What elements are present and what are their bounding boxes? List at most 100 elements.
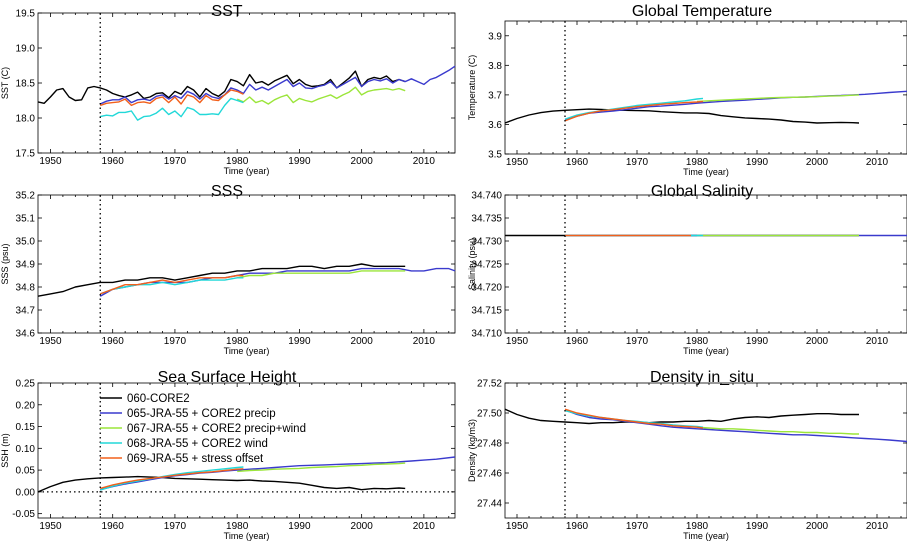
- series-line: [99, 277, 244, 295]
- y-tick-label: 34.7: [16, 306, 36, 317]
- chart-panel: Sea Surface Height -0.05 0.00 0.05 0.10 0.15 0…: [0, 369, 456, 541]
- chart-title: Global Salinity: [651, 183, 753, 200]
- x-tick-label: 1950: [506, 336, 529, 347]
- x-tick-label: 1950: [39, 156, 62, 167]
- x-tick-label: 1980: [686, 521, 709, 532]
- chart-panel: Global Temperature 3.5 3.6 3.7 3.8 3.9 1950 196…: [467, 3, 907, 177]
- x-tick-label: 1960: [566, 336, 589, 347]
- chart-panel: SST 17.5 18.0 18.5 19.0 19.5 1950 1960 1970 1980 1…: [0, 3, 456, 176]
- y-axis-label: Temperature (C): [467, 55, 477, 121]
- y-tick-label: 34.710: [471, 329, 502, 340]
- series-line: [100, 97, 244, 121]
- chart-title: Sea Surface Height: [158, 369, 297, 386]
- y-tick-label: 19.5: [16, 9, 36, 20]
- series-line: [504, 408, 859, 425]
- chart-title: SST: [211, 3, 242, 20]
- y-tick-label: 34.740: [471, 191, 502, 202]
- y-axis-label: SSH (m): [0, 433, 10, 468]
- chart-title: Density in_situ: [650, 369, 754, 386]
- x-tick-label: 1960: [102, 521, 125, 532]
- y-tick-label: 18.0: [16, 114, 36, 125]
- y-tick-label: 34.715: [471, 306, 502, 317]
- y-tick-label: 27.46: [477, 469, 502, 480]
- y-tick-label: 18.5: [16, 79, 36, 90]
- x-tick-label: 1990: [746, 157, 769, 168]
- chart-title: Global Temperature: [632, 3, 772, 20]
- x-axis-label: Time (year): [683, 346, 729, 356]
- x-tick-label: 1980: [226, 521, 249, 532]
- x-tick-label: 1960: [102, 336, 125, 347]
- x-axis-label: Time (year): [683, 531, 729, 541]
- series-line: [564, 410, 704, 428]
- series-line: [37, 70, 406, 105]
- series-line: [99, 65, 456, 105]
- chart-panel: Global Salinity 34.710 34.715 34.720 34.725 3…: [467, 183, 907, 356]
- y-tick-label: 34.720: [471, 283, 502, 294]
- y-axis-label: Density (kg/m3): [467, 419, 477, 482]
- x-tick-label: 2000: [806, 521, 829, 532]
- chart-panel: SSS 34.6 34.7 34.8 34.9 35.0 35.1 35.2 1950 1960 1…: [0, 183, 456, 356]
- y-tick-label: 34.9: [16, 260, 36, 271]
- legend-label: 065-JRA-55 + CORE2 precip: [127, 408, 276, 420]
- x-tick-label: 2010: [866, 157, 889, 168]
- x-tick-label: 1950: [506, 157, 529, 168]
- y-tick-label: 3.8: [488, 61, 502, 72]
- y-tick-label: 34.8: [16, 283, 36, 294]
- legend-label: 060-CORE2: [127, 393, 190, 405]
- series-line: [237, 462, 406, 473]
- x-tick-label: 1970: [626, 521, 649, 532]
- plot-frame: [504, 20, 907, 155]
- series-line: [696, 94, 860, 103]
- y-tick-label: -0.05: [12, 509, 35, 520]
- y-tick-label: 35.2: [16, 191, 36, 202]
- plot-frame: [504, 382, 907, 519]
- x-tick-label: 1980: [226, 156, 249, 167]
- y-tick-label: 3.9: [488, 31, 502, 42]
- legend-label: 067-JRA-55 + CORE2 precip+wind: [127, 423, 306, 435]
- x-tick-label: 1950: [39, 336, 62, 347]
- x-tick-label: 2000: [351, 156, 374, 167]
- y-axis-label: SSS (psu): [0, 243, 10, 284]
- x-tick-label: 1970: [626, 336, 649, 347]
- y-tick-label: 27.44: [477, 499, 502, 510]
- series-line: [564, 100, 704, 122]
- y-axis-label: Salinity (psu): [467, 238, 477, 290]
- x-tick-label: 2000: [806, 157, 829, 168]
- series-line: [564, 408, 704, 429]
- y-tick-label: 3.6: [488, 120, 502, 131]
- y-tick-label: 0.25: [16, 379, 36, 390]
- chart-panel: Density in_situ 27.44 27.46 27.48 27.50 27.52…: [467, 369, 907, 541]
- y-tick-label: 0.15: [16, 422, 36, 433]
- y-tick-label: 34.725: [471, 260, 502, 271]
- legend-label: 068-JRA-55 + CORE2 wind: [127, 438, 268, 450]
- y-tick-label: 34.730: [471, 237, 502, 248]
- series-line: [236, 86, 406, 105]
- y-tick-label: 27.50: [477, 409, 502, 420]
- series-line: [100, 468, 244, 490]
- y-tick-label: 3.7: [488, 90, 502, 101]
- x-tick-label: 1950: [506, 521, 529, 532]
- x-tick-label: 1990: [746, 521, 769, 532]
- series-line: [504, 108, 860, 124]
- x-tick-label: 1990: [746, 336, 769, 347]
- series-line: [564, 409, 907, 443]
- x-tick-label: 1960: [102, 156, 125, 167]
- x-axis-label: Time (year): [224, 166, 270, 176]
- y-tick-label: 27.52: [477, 379, 502, 390]
- series-line: [99, 274, 244, 295]
- y-tick-label: 0.05: [16, 466, 36, 477]
- x-tick-label: 1950: [39, 521, 62, 532]
- y-tick-label: 27.48: [477, 439, 502, 450]
- series-line: [99, 89, 244, 107]
- x-tick-label: 2010: [413, 336, 436, 347]
- x-tick-label: 1970: [626, 157, 649, 168]
- x-tick-label: 2010: [866, 336, 889, 347]
- series-line: [99, 466, 244, 491]
- x-axis-label: Time (year): [224, 531, 270, 541]
- x-tick-label: 2010: [866, 521, 889, 532]
- x-tick-label: 1990: [288, 521, 311, 532]
- x-tick-label: 1970: [164, 521, 187, 532]
- x-tick-label: 2010: [413, 156, 436, 167]
- series-line: [37, 263, 406, 297]
